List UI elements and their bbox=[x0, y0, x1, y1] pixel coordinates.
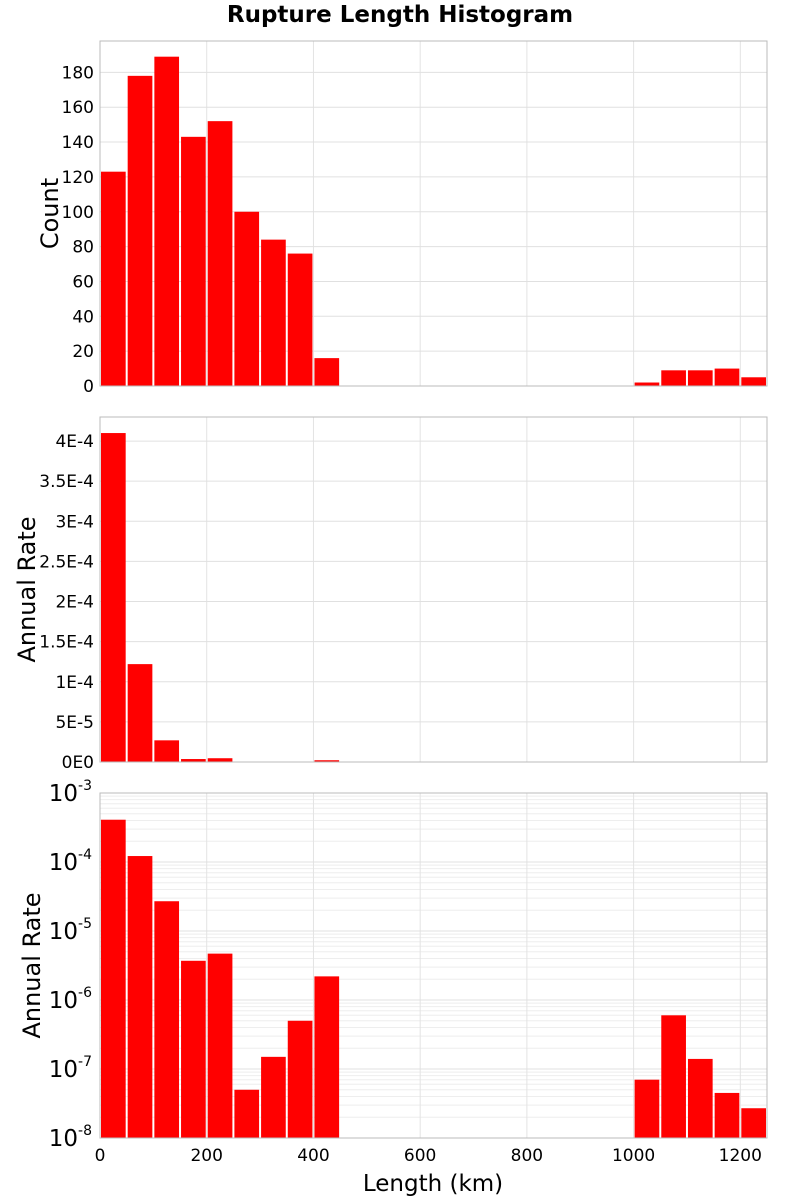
count-y-axis-label: Count bbox=[36, 178, 64, 249]
rate-log-y-axis-label: Annual Rate bbox=[18, 892, 46, 1038]
histogram-bar bbox=[234, 211, 260, 386]
histogram-bar bbox=[207, 121, 233, 386]
y-tick-label: 120 bbox=[62, 168, 94, 188]
y-tick-label: 10-3 bbox=[49, 778, 92, 807]
y-tick-label: 20 bbox=[72, 342, 94, 362]
y-tick-label: 3.5E-4 bbox=[39, 472, 94, 492]
histogram-bar bbox=[741, 1108, 766, 1138]
histogram-bar bbox=[634, 1079, 660, 1138]
y-tick-label: 60 bbox=[72, 272, 94, 292]
histogram-bar bbox=[101, 433, 126, 762]
histogram-bar bbox=[154, 740, 180, 762]
histogram-bar bbox=[714, 1092, 740, 1138]
rate-linear-grid bbox=[99, 417, 767, 763]
x-tick-label: 1000 bbox=[612, 1146, 655, 1166]
count-plot-frame bbox=[99, 40, 768, 387]
count-y-ticks: 0 20 40 60 80 100 120 140 160 180 bbox=[62, 63, 94, 397]
y-tick-label: 80 bbox=[72, 238, 94, 258]
rate-linear-bars bbox=[101, 433, 766, 762]
y-tick-label: 160 bbox=[62, 98, 94, 118]
y-tick-label: 1.5E-4 bbox=[39, 633, 94, 653]
histogram-bar bbox=[261, 1056, 286, 1138]
histogram-bar bbox=[314, 760, 340, 762]
panel-rate-log: 10-8 10-7 10-6 10-5 10-4 10-3 Annual Rate bbox=[18, 778, 768, 1152]
y-tick-label: 100 bbox=[62, 203, 94, 223]
histogram-bar bbox=[127, 856, 153, 1138]
rate-linear-plot-frame bbox=[99, 416, 768, 763]
y-tick-label: 1E-4 bbox=[55, 673, 94, 693]
y-tick-label: 10-8 bbox=[49, 1123, 92, 1152]
histogram-bar bbox=[207, 758, 233, 762]
x-tick-label: 600 bbox=[404, 1146, 436, 1166]
histogram-bar bbox=[687, 370, 713, 386]
rate-log-plot-frame bbox=[99, 792, 768, 1139]
x-axis-label: Length (km) bbox=[363, 1171, 503, 1197]
x-tick-label: 1200 bbox=[719, 1146, 762, 1166]
histogram-bar bbox=[261, 239, 286, 386]
y-tick-label: 3E-4 bbox=[55, 512, 94, 532]
histogram-bar bbox=[714, 368, 740, 386]
histogram-bar bbox=[661, 370, 686, 386]
y-tick-label: 0E0 bbox=[62, 753, 94, 773]
histogram-bar bbox=[181, 960, 206, 1138]
histogram-bar bbox=[127, 75, 153, 387]
rate-linear-y-ticks: 0E0 5E-5 1E-4 1.5E-4 2E-4 2.5E-4 3E-4 3.5E-4 4E-… bbox=[39, 432, 94, 773]
histogram-bar bbox=[207, 953, 233, 1138]
histogram-bar bbox=[741, 377, 766, 386]
rate-log-bars bbox=[101, 819, 766, 1138]
y-tick-label: 10-6 bbox=[49, 985, 92, 1014]
x-tick-label: 0 bbox=[95, 1146, 106, 1166]
histogram-bar bbox=[101, 171, 126, 386]
y-tick-label: 10-4 bbox=[49, 847, 92, 876]
y-tick-label: 180 bbox=[62, 63, 94, 83]
panel-count: 0 20 40 60 80 100 120 140 160 180 Count bbox=[36, 40, 768, 397]
panel-rate-linear: 0E0 5E-5 1E-4 1.5E-4 2E-4 2.5E-4 3E-4 3.5E-4 4E-… bbox=[13, 416, 768, 773]
histogram-bar bbox=[287, 253, 313, 386]
x-tick-label: 800 bbox=[511, 1146, 543, 1166]
y-tick-label: 0 bbox=[83, 377, 94, 397]
histogram-bar bbox=[181, 136, 206, 386]
histogram-bar bbox=[687, 1058, 713, 1138]
y-tick-label: 40 bbox=[72, 307, 94, 327]
count-bars bbox=[101, 56, 766, 387]
histogram-bar bbox=[154, 56, 180, 386]
rate-linear-y-axis-label: Annual Rate bbox=[13, 516, 41, 662]
y-tick-label: 10-7 bbox=[49, 1054, 92, 1083]
histogram-bar bbox=[287, 1020, 313, 1138]
histogram-bar bbox=[661, 1015, 686, 1138]
y-tick-label: 140 bbox=[62, 133, 94, 153]
x-tick-label: 400 bbox=[297, 1146, 329, 1166]
histogram-bar bbox=[127, 664, 153, 762]
histogram-bar bbox=[101, 819, 126, 1138]
histogram-bar bbox=[634, 382, 660, 386]
y-tick-label: 2E-4 bbox=[55, 593, 94, 613]
y-tick-label: 2.5E-4 bbox=[39, 552, 94, 572]
histogram-bar bbox=[234, 1089, 260, 1138]
histogram-bar bbox=[314, 358, 340, 386]
y-tick-label: 10-5 bbox=[49, 916, 92, 945]
x-ticks: 0 200 400 600 800 1000 1200 bbox=[95, 1146, 762, 1166]
y-tick-label: 4E-4 bbox=[55, 432, 94, 452]
histogram-bar bbox=[314, 976, 340, 1138]
histogram-bar bbox=[181, 759, 206, 762]
x-tick-label: 200 bbox=[190, 1146, 222, 1166]
rate-log-y-ticks: 10-8 10-7 10-6 10-5 10-4 10-3 bbox=[49, 778, 92, 1152]
chart-title: Rupture Length Histogram bbox=[227, 2, 573, 28]
y-tick-label: 5E-5 bbox=[55, 713, 94, 733]
histogram-bar bbox=[154, 901, 180, 1138]
